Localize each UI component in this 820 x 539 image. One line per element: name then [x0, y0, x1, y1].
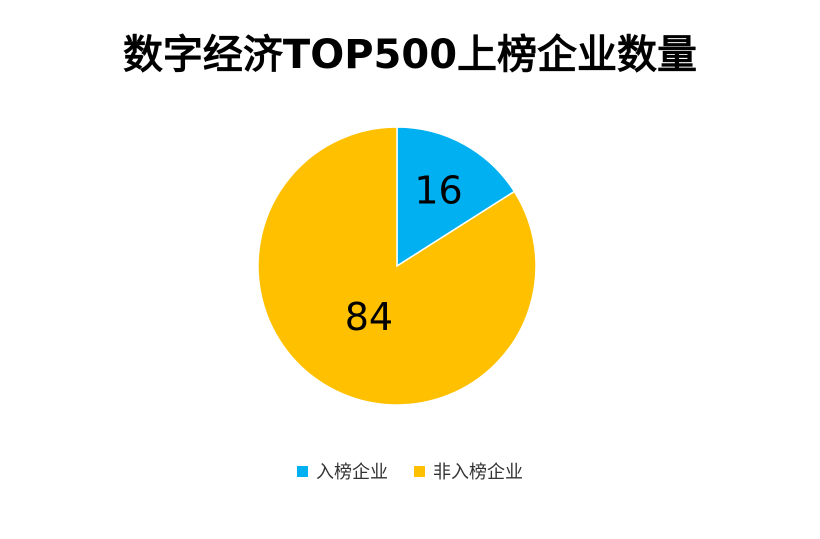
legend-label-listed: 入榜企业: [316, 462, 388, 483]
chart-legend: 入榜企业 非入榜企业: [0, 458, 820, 484]
legend-label-unlisted: 非入榜企业: [433, 462, 523, 483]
data-label-listed: 16: [414, 168, 462, 212]
legend-swatch-listed: [297, 465, 308, 477]
data-label-unlisted: 84: [345, 295, 393, 339]
legend-item-listed: 入榜企业: [297, 458, 388, 484]
legend-item-unlisted: 非入榜企业: [414, 458, 523, 484]
pie-slice-listed: [396, 126, 516, 268]
pie-slice-unlisted: [257, 126, 537, 406]
chart-title: 数字经济TOP500上榜企业数量: [122, 32, 698, 78]
legend-swatch-unlisted: [414, 465, 425, 477]
